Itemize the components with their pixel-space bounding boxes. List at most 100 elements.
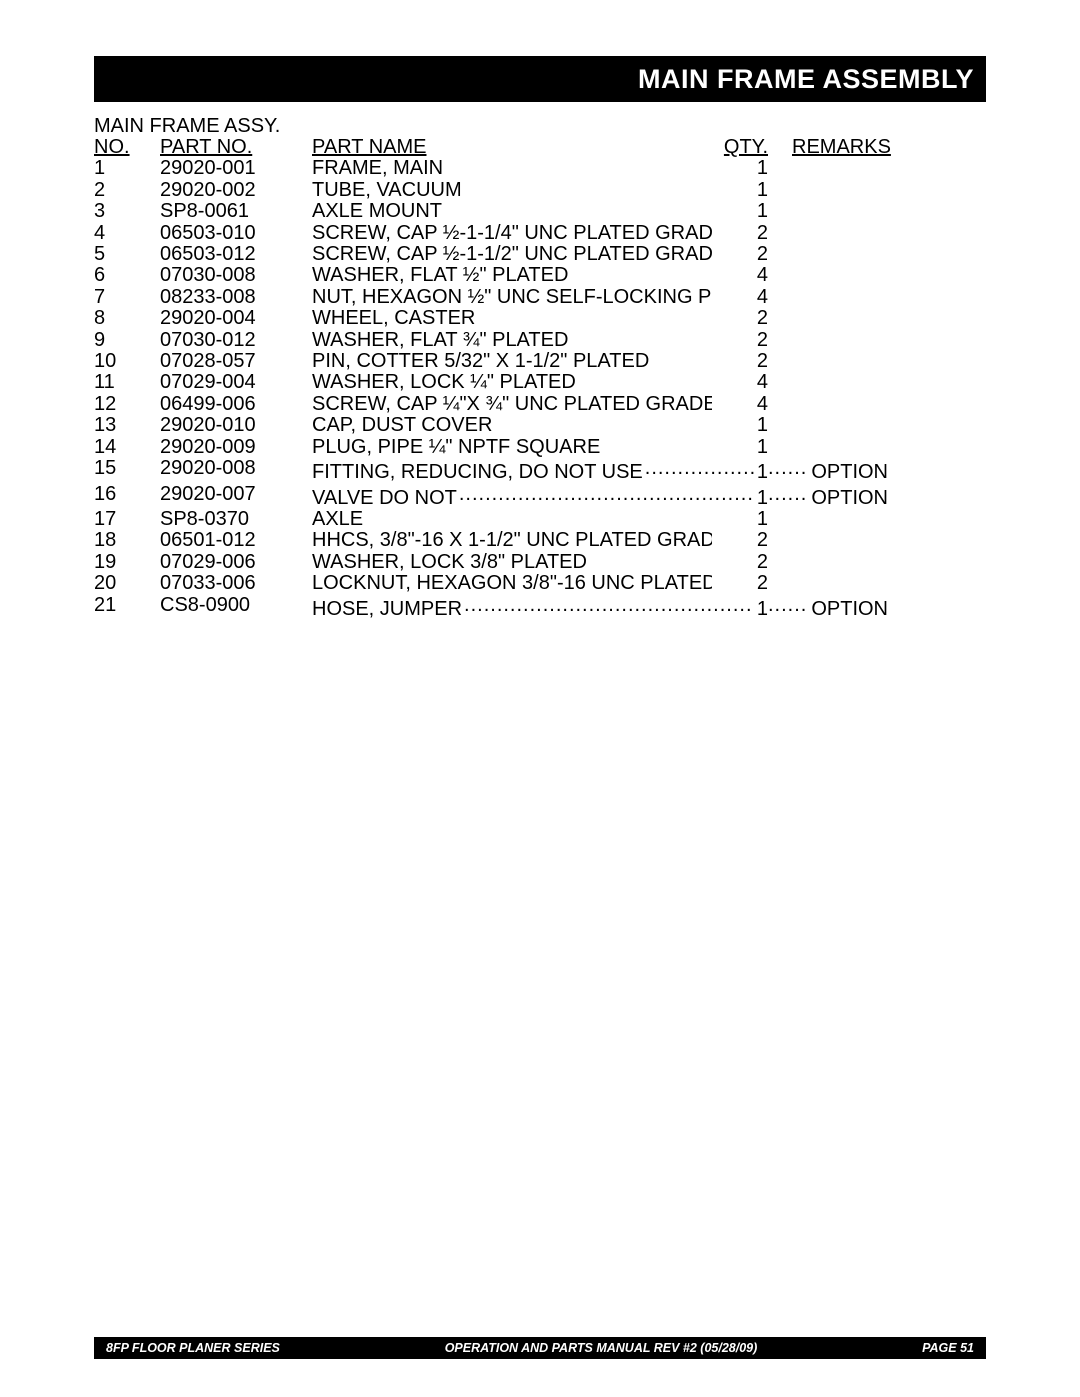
cell-name: SCREW, CAP ½-1-1/2" UNC PLATED GRADE 5: [312, 244, 712, 265]
cell-name: CAP, DUST COVER: [312, 415, 712, 436]
cell-name: VALVE DO NOT: [312, 488, 457, 509]
cell-name: NUT, HEXAGON ½" UNC SELF-LOCKING PLATED: [312, 287, 712, 308]
cell-partno: 07030-012: [160, 330, 312, 351]
cell-no: 5: [94, 244, 160, 265]
cell-remarks: [768, 351, 888, 372]
cell-name: TUBE, VACUUM: [312, 180, 712, 201]
cell-remarks: [768, 308, 888, 329]
cell-qty: 4: [712, 287, 768, 308]
col-header-no: NO.: [94, 136, 130, 158]
table-row: 1529020-008FITTING, REDUCING, DO NOT USE…: [94, 458, 986, 483]
cell-remarks: [768, 287, 888, 308]
table-row: 229020-002TUBE, VACUUM1: [94, 180, 986, 201]
table-row: 1429020-009PLUG, PIPE ¼" NPTF SQUARE1: [94, 437, 986, 458]
page: MAIN FRAME ASSEMBLY MAIN FRAME ASSY. NO.…: [0, 0, 1080, 1397]
cell-no: 8: [94, 308, 160, 329]
cell-name: PLUG, PIPE ¼" NPTF SQUARE: [312, 437, 712, 458]
cell-qty: 2: [712, 530, 768, 551]
leader-dots: [768, 484, 809, 504]
cell-no: 13: [94, 415, 160, 436]
table-row: 1907029-006WASHER, LOCK 3/8" PLATED2: [94, 552, 986, 573]
cell-no: 3: [94, 201, 160, 222]
cell-qty: 2: [712, 573, 768, 594]
cell-no: 19: [94, 552, 160, 573]
cell-partno: 06503-012: [160, 244, 312, 265]
table-row: 1007028-057PIN, COTTER 5/32" X 1-1/2" PL…: [94, 351, 986, 372]
col-header-remarks: REMARKS: [792, 136, 891, 158]
title-bar: MAIN FRAME ASSEMBLY: [94, 56, 986, 102]
cell-qty: 1: [756, 488, 768, 509]
cell-partno: SP8-0370: [160, 509, 312, 530]
cell-remarks: OPTION: [768, 484, 888, 509]
cell-remarks: [768, 330, 888, 351]
cell-no: 15: [94, 458, 160, 483]
cell-qty: 2: [712, 351, 768, 372]
cell-qty: 4: [712, 265, 768, 286]
cell-remarks: OPTION: [768, 458, 888, 483]
table-row: 708233-008NUT, HEXAGON ½" UNC SELF-LOCKI…: [94, 287, 986, 308]
cell-qty: 2: [712, 308, 768, 329]
col-header-partno: PART NO.: [160, 136, 252, 158]
cell-partno: 29020-002: [160, 180, 312, 201]
cell-remarks: [768, 201, 888, 222]
cell-partno: 07033-006: [160, 573, 312, 594]
cell-name: WASHER, LOCK 3/8" PLATED: [312, 552, 712, 573]
cell-name: SCREW, CAP ½-1-1/4" UNC PLATED GRADE 5: [312, 223, 712, 244]
cell-name: SCREW, CAP ¼"X ¾" UNC PLATED GRADE 5: [312, 394, 712, 415]
cell-remarks: [768, 437, 888, 458]
cell-remarks: [768, 415, 888, 436]
cell-name: FRAME, MAIN: [312, 158, 712, 179]
page-footer: 8FP FLOOR PLANER SERIES OPERATION AND PA…: [94, 1337, 986, 1359]
cell-partno: 29020-009: [160, 437, 312, 458]
table-header-row: NO. PART NO. PART NAME QTY. REMARKS: [94, 137, 986, 158]
cell-no: 6: [94, 265, 160, 286]
cell-no: 20: [94, 573, 160, 594]
cell-name: AXLE: [312, 509, 712, 530]
cell-name: WASHER, FLAT ½" PLATED: [312, 265, 712, 286]
cell-partno: 07029-004: [160, 372, 312, 393]
cell-name-qty-leader: HOSE, JUMPER1: [312, 595, 768, 620]
cell-no: 14: [94, 437, 160, 458]
cell-no: 12: [94, 394, 160, 415]
leader-dots: [645, 458, 754, 478]
cell-partno: 07029-006: [160, 552, 312, 573]
cell-no: 21: [94, 595, 160, 620]
cell-name: WASHER, FLAT ¾" PLATED: [312, 330, 712, 351]
cell-name: FITTING, REDUCING, DO NOT USE: [312, 462, 643, 483]
cell-qty: 1: [712, 158, 768, 179]
leader-dots: [768, 595, 809, 615]
cell-qty: 1: [712, 201, 768, 222]
table-row: 1329020-010CAP, DUST COVER1: [94, 415, 986, 436]
remarks-text: OPTION: [811, 462, 888, 483]
cell-partno: 29020-004: [160, 308, 312, 329]
cell-remarks: [768, 509, 888, 530]
cell-no: 9: [94, 330, 160, 351]
cell-name: HOSE, JUMPER: [312, 599, 462, 620]
cell-partno: 06499-006: [160, 394, 312, 415]
table-row: 129020-001FRAME, MAIN1: [94, 158, 986, 179]
footer-right: PAGE 51: [922, 1341, 974, 1355]
cell-no: 2: [94, 180, 160, 201]
cell-remarks: [768, 573, 888, 594]
cell-qty: 2: [712, 223, 768, 244]
cell-name: WHEEL, CASTER: [312, 308, 712, 329]
cell-partno: 06501-012: [160, 530, 312, 551]
cell-qty: 1: [712, 509, 768, 530]
cell-qty: 2: [712, 244, 768, 265]
cell-qty: 1: [712, 437, 768, 458]
cell-name: HHCS, 3/8"-16 X 1-1/2" UNC PLATED GRADE …: [312, 530, 712, 551]
cell-name: LOCKNUT, HEXAGON 3/8"-16 UNC PLATED: [312, 573, 712, 594]
table-row: 907030-012WASHER, FLAT ¾" PLATED2: [94, 330, 986, 351]
cell-no: 10: [94, 351, 160, 372]
footer-left: 8FP FLOOR PLANER SERIES: [106, 1341, 280, 1355]
cell-no: 16: [94, 484, 160, 509]
cell-no: 7: [94, 287, 160, 308]
cell-remarks: [768, 394, 888, 415]
cell-partno: 29020-010: [160, 415, 312, 436]
cell-partno: 29020-001: [160, 158, 312, 179]
cell-qty: 4: [712, 394, 768, 415]
leader-dots: [459, 484, 754, 504]
parts-table: NO. PART NO. PART NAME QTY. REMARKS 1290…: [94, 137, 986, 620]
cell-name: PIN, COTTER 5/32" X 1-1/2" PLATED: [312, 351, 712, 372]
cell-partno: CS8-0900: [160, 595, 312, 620]
